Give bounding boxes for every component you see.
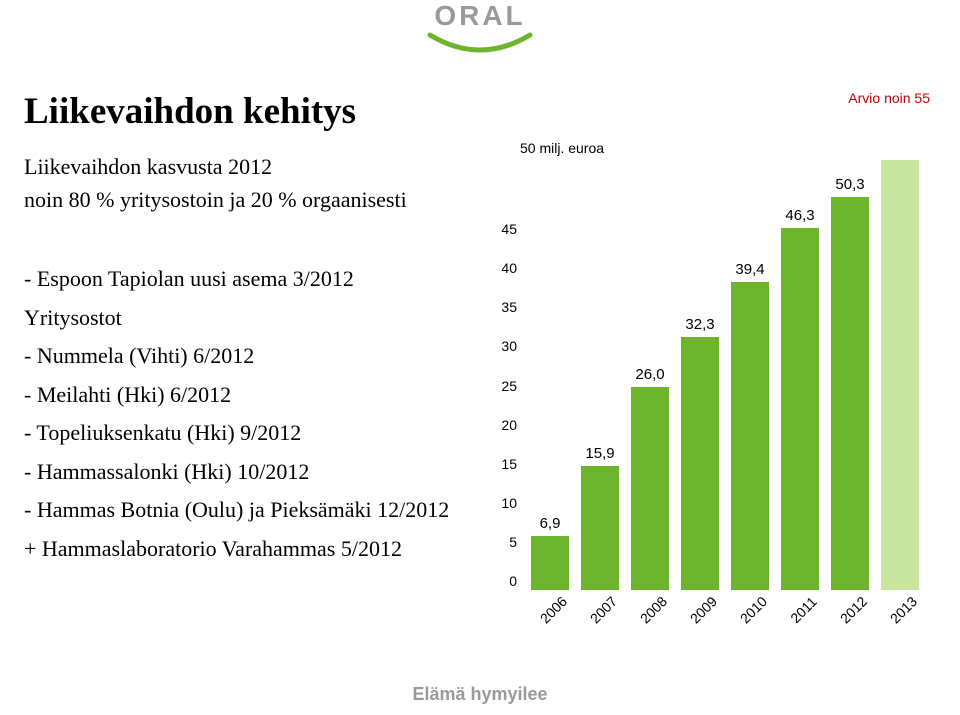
bullet-item: - Hammassalonki (Hki) 10/2012	[24, 453, 484, 492]
bar	[681, 337, 719, 590]
x-tick-label: 2010	[737, 593, 770, 626]
y-tick-label: 15	[495, 456, 517, 472]
bar-group: 39,4	[731, 282, 769, 590]
bar	[781, 228, 819, 590]
x-tick-label: 2011	[787, 593, 820, 626]
bullet-item: - Nummela (Vihti) 6/2012	[24, 337, 484, 376]
bar-value-label: 39,4	[720, 261, 780, 278]
revenue-chart: Arvio noin 55 50 milj. euroa 6,915,926,0…	[490, 90, 940, 620]
y-tick-label: 40	[495, 260, 517, 276]
bullet-item: - Espoon Tapiolan uusi asema 3/2012	[24, 260, 484, 299]
x-tick-label: 2013	[887, 593, 920, 626]
plot-area: 6,915,926,032,339,446,350,3 051015202530…	[520, 160, 920, 590]
x-tick-label: 2007	[587, 593, 620, 626]
logo-text: ORAL	[380, 0, 580, 32]
bar	[881, 160, 919, 590]
bar	[731, 282, 769, 590]
bullet-item: - Topeliuksenkatu (Hki) 9/2012	[24, 414, 484, 453]
bar	[581, 466, 619, 590]
bar-group: 50,3	[831, 197, 869, 590]
y-tick-label: 20	[495, 417, 517, 433]
bar	[831, 197, 869, 590]
y-tick-label: 10	[495, 495, 517, 511]
bar-group: 6,9	[531, 536, 569, 590]
bullet-item: + Hammaslaboratorio Varahammas 5/2012	[24, 530, 484, 569]
bar-value-label: 26,0	[620, 366, 680, 383]
x-tick-label: 2008	[637, 593, 670, 626]
forecast-label: Arvio noin 55	[848, 90, 930, 106]
y-tick-label: 30	[495, 338, 517, 354]
bar	[631, 387, 669, 590]
y-tick-label: 0	[495, 573, 517, 589]
bars-container: 6,915,926,032,339,446,350,3	[520, 160, 920, 590]
page-title: Liikevaihdon kehitys	[24, 90, 356, 133]
bar-value-label: 46,3	[770, 207, 830, 224]
bar-value-label: 32,3	[670, 316, 730, 333]
bar-group	[881, 160, 919, 590]
y-tick-label: 35	[495, 299, 517, 315]
logo-arc-icon	[425, 30, 535, 60]
y-tick-label: 45	[495, 221, 517, 237]
y-axis-title: 50 milj. euroa	[520, 140, 604, 156]
subtitle-line-2: noin 80 % yritysostoin ja 20 % orgaanise…	[24, 183, 474, 216]
bar-group: 15,9	[581, 466, 619, 590]
x-tick-label: 2009	[687, 593, 720, 626]
bullet-list: - Espoon Tapiolan uusi asema 3/2012 Yrit…	[24, 260, 484, 568]
subtitle-block: Liikevaihdon kasvusta 2012 noin 80 % yri…	[24, 150, 474, 216]
bar	[531, 536, 569, 590]
bar-group: 46,3	[781, 228, 819, 590]
y-tick-label: 25	[495, 378, 517, 394]
bar-value-label: 50,3	[820, 176, 880, 193]
bullet-item: - Hammas Botnia (Oulu) ja Pieksämäki 12/…	[24, 491, 484, 530]
bar-value-label: 15,9	[570, 445, 630, 462]
y-tick-label: 5	[495, 534, 517, 550]
x-tick-label: 2006	[537, 593, 570, 626]
logo: ORAL	[380, 0, 580, 65]
subtitle-line-1: Liikevaihdon kasvusta 2012	[24, 150, 474, 183]
bullet-item: Yritysostot	[24, 299, 484, 338]
bar-value-label: 6,9	[520, 515, 580, 532]
bullet-item: - Meilahti (Hki) 6/2012	[24, 376, 484, 415]
x-tick-label: 2012	[837, 593, 870, 626]
footer-tagline: Elämä hymyilee	[412, 684, 547, 705]
bar-group: 26,0	[631, 387, 669, 590]
bar-group: 32,3	[681, 337, 719, 590]
